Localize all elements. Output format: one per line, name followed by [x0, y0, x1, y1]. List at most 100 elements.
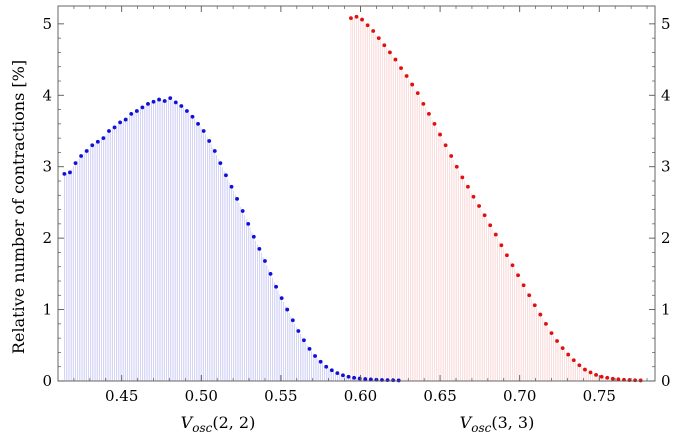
data-point	[230, 185, 234, 189]
data-point	[224, 173, 228, 177]
data-point	[218, 161, 222, 165]
data-point	[324, 365, 328, 369]
y-tick-label: 3	[42, 158, 52, 176]
data-point	[341, 373, 345, 377]
data-point	[466, 185, 470, 189]
x-axis-labels: Vosc(2, 2) Vosc(3, 3)	[181, 413, 535, 435]
data-point	[516, 273, 520, 277]
data-point	[135, 109, 139, 113]
data-point	[252, 235, 256, 239]
data-point	[358, 377, 362, 381]
data-point	[349, 16, 353, 20]
y-axis-label: Relative number of contractions [%]	[9, 60, 28, 354]
data-point	[371, 29, 375, 33]
data-point	[79, 154, 83, 158]
data-point	[101, 136, 105, 140]
data-point	[494, 233, 498, 237]
data-point	[522, 283, 526, 287]
data-point	[589, 371, 593, 375]
data-point	[118, 121, 122, 125]
data-point	[124, 118, 128, 122]
data-point	[241, 209, 245, 213]
data-point	[505, 253, 509, 257]
x-axis-label-sub: osc	[471, 421, 491, 435]
x-tick-label: 0.50	[185, 387, 218, 405]
data-point	[544, 322, 548, 326]
data-point	[405, 74, 409, 78]
data-point	[366, 23, 370, 27]
data-point	[152, 100, 156, 104]
data-point	[274, 285, 278, 289]
y-tick-label: 2	[42, 229, 52, 247]
data-point	[235, 197, 239, 201]
y-tick-label: 5	[42, 15, 52, 33]
data-point	[90, 143, 94, 147]
data-point	[296, 329, 300, 333]
data-point	[449, 154, 453, 158]
data-point	[85, 149, 89, 153]
data-point	[74, 161, 78, 165]
x-tick-label: 0.75	[583, 387, 616, 405]
data-point	[605, 376, 609, 380]
data-point	[129, 112, 133, 116]
data-point	[140, 106, 144, 110]
data-point	[330, 368, 334, 372]
data-point	[566, 353, 570, 357]
data-point	[263, 259, 267, 263]
data-point	[397, 379, 401, 383]
data-point	[611, 377, 615, 381]
data-point	[427, 112, 431, 116]
data-point	[360, 18, 364, 22]
data-point	[179, 104, 183, 108]
data-point	[488, 223, 492, 227]
y-tick-label-right: 5	[661, 15, 671, 33]
x-tick-label: 0.65	[423, 387, 456, 405]
data-point	[438, 133, 442, 137]
data-point	[168, 96, 172, 100]
y-tick-label-right: 1	[661, 301, 671, 319]
y-tick-label: 4	[42, 86, 52, 104]
data-point	[382, 43, 386, 47]
x-tick-label: 0.55	[264, 387, 297, 405]
data-point	[472, 195, 476, 199]
data-point	[399, 66, 403, 70]
data-point	[269, 272, 273, 276]
data-point	[319, 360, 323, 364]
data-point	[572, 358, 576, 362]
data-point	[550, 331, 554, 335]
data-point	[444, 143, 448, 147]
x-tick-label: 0.60	[344, 387, 377, 405]
data-point	[600, 375, 604, 379]
data-point	[391, 378, 395, 382]
data-point	[335, 371, 339, 375]
data-point	[633, 378, 637, 382]
y-tick-label-right: 0	[661, 372, 671, 390]
data-point	[460, 176, 464, 180]
data-point	[68, 171, 72, 175]
data-point	[377, 36, 381, 40]
data-point	[386, 378, 390, 382]
y-tick-label-right: 3	[661, 158, 671, 176]
data-point	[174, 101, 178, 105]
x-axis-label-sub: osc	[192, 421, 212, 435]
data-point	[433, 122, 437, 126]
data-point	[363, 377, 367, 381]
data-point	[527, 293, 531, 297]
x-axis-label: Vosc(3, 3)	[460, 413, 535, 435]
data-point	[499, 243, 503, 247]
x-axis-label-args: (3, 3)	[491, 413, 534, 432]
data-point	[511, 263, 515, 267]
y-tick-label-right: 2	[661, 229, 671, 247]
bars-layer	[64, 17, 638, 381]
data-point	[191, 115, 195, 119]
x-axis-label: Vosc(2, 2)	[181, 413, 256, 435]
data-point	[388, 51, 392, 55]
x-axis-label-args: (2, 2)	[212, 413, 255, 432]
data-point	[185, 109, 189, 113]
data-point	[280, 296, 284, 300]
data-point	[285, 308, 289, 312]
data-point	[394, 58, 398, 62]
data-point	[207, 139, 211, 143]
y-tick-label-right: 4	[661, 86, 671, 104]
